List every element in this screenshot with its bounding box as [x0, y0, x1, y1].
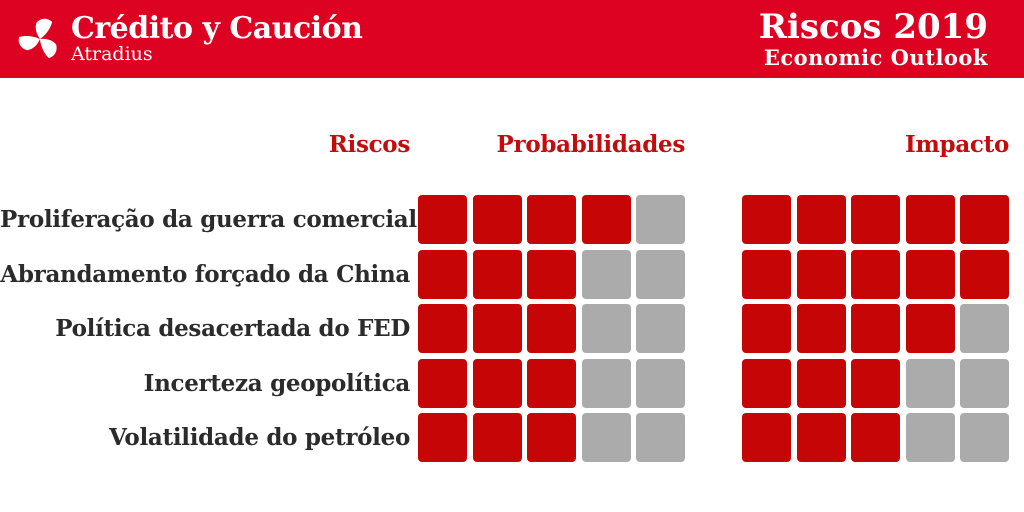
risk-label: Abrandamento forçado da China: [0, 260, 410, 288]
probability-squares: [418, 413, 685, 462]
empty-square: [960, 358, 1009, 408]
risk-row: Volatilidade do petróleo: [0, 413, 1009, 462]
empty-square: [960, 413, 1009, 462]
risk-row: Incerteza geopolítica: [0, 358, 1009, 408]
risk-label: Proliferação da guerra comercial: [0, 206, 417, 233]
filled-square: [581, 195, 631, 244]
risk-row: Proliferação da guerra comercial: [0, 195, 1009, 244]
empty-square: [636, 249, 685, 299]
filled-square: [418, 358, 467, 408]
filled-square: [742, 413, 791, 462]
empty-square: [636, 304, 685, 353]
empty-square: [636, 413, 685, 462]
column-header-impacto: Impacto: [905, 131, 1009, 158]
impact-squares: [742, 413, 1009, 462]
probability-squares: [418, 358, 685, 408]
filled-square: [851, 249, 900, 299]
filled-square: [472, 413, 522, 462]
filled-square: [905, 304, 955, 353]
brand-name: Crédito y Caución: [71, 10, 363, 46]
filled-square: [472, 358, 522, 408]
filled-square: [851, 358, 900, 408]
empty-square: [960, 304, 1009, 353]
filled-square: [527, 413, 576, 462]
empty-square: [636, 195, 685, 244]
risk-row: Política desacertada do FED: [0, 304, 1009, 353]
filled-square: [960, 249, 1009, 299]
filled-square: [851, 195, 900, 244]
filled-square: [527, 195, 576, 244]
column-headers: Riscos Probabilidades Impacto: [0, 131, 1024, 159]
filled-square: [905, 195, 955, 244]
brand-tagline: Atradius: [71, 43, 153, 66]
risk-matrix: Proliferação da guerra comercial Abrandam…: [0, 195, 1009, 468]
filled-square: [742, 358, 791, 408]
column-header-riscos: Riscos: [328, 131, 411, 158]
filled-square: [742, 304, 791, 353]
empty-square: [581, 304, 631, 353]
filled-square: [472, 304, 522, 353]
filled-square: [796, 358, 846, 408]
brand: Crédito y Caución Atradius: [16, 10, 363, 66]
probability-squares: [418, 249, 685, 299]
empty-square: [905, 413, 955, 462]
filled-square: [472, 195, 522, 244]
empty-square: [636, 358, 685, 408]
filled-square: [796, 304, 846, 353]
risk-label: Incerteza geopolítica: [143, 369, 411, 397]
filled-square: [742, 249, 791, 299]
impact-squares: [742, 249, 1009, 299]
filled-square: [418, 304, 467, 353]
filled-square: [527, 249, 576, 299]
probability-squares: [418, 304, 685, 353]
column-header-probabilidades: Probabilidades: [496, 131, 686, 158]
filled-square: [527, 358, 576, 408]
empty-square: [581, 413, 631, 462]
filled-square: [960, 195, 1009, 244]
report-title-block: Riscos 2019 Economic Outlook: [758, 6, 988, 71]
report-subtitle: Economic Outlook: [763, 45, 988, 71]
risk-row: Abrandamento forçado da China: [0, 249, 1009, 299]
empty-square: [905, 358, 955, 408]
impact-squares: [742, 304, 1009, 353]
filled-square: [796, 413, 846, 462]
filled-square: [472, 249, 522, 299]
filled-square: [418, 413, 467, 462]
filled-square: [905, 249, 955, 299]
empty-square: [581, 249, 631, 299]
brand-text: Crédito y Caución Atradius: [71, 10, 363, 66]
filled-square: [418, 249, 467, 299]
filled-square: [742, 195, 791, 244]
probability-squares: [418, 195, 685, 244]
report-title: Riscos 2019: [758, 6, 988, 47]
risk-label: Política desacertada do FED: [55, 315, 410, 342]
risk-label: Volatilidade do petróleo: [109, 424, 410, 451]
filled-square: [851, 304, 900, 353]
filled-square: [796, 249, 846, 299]
filled-square: [796, 195, 846, 244]
brand-logo-icon: [16, 14, 64, 64]
filled-square: [527, 304, 576, 353]
header-banner: Crédito y Caución Atradius Riscos 2019 E…: [0, 0, 1024, 78]
filled-square: [418, 195, 467, 244]
impact-squares: [742, 195, 1009, 244]
filled-square: [851, 413, 900, 462]
impact-squares: [742, 358, 1009, 408]
empty-square: [581, 358, 631, 408]
